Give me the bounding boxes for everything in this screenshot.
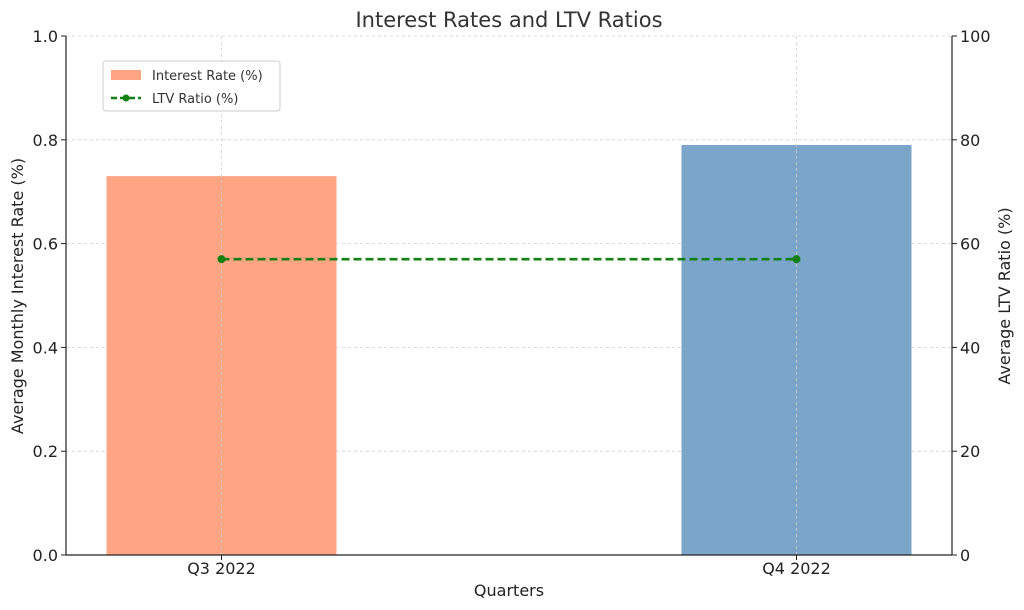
right-ticks: 0 20 40 60 80 100: [952, 27, 991, 565]
left-tick-label: 0.8: [33, 131, 58, 150]
right-tick-label: 60: [960, 235, 980, 254]
legend-box: [102, 60, 281, 112]
ltv-line-series: [217, 255, 801, 264]
legend-interest-rate-label: Interest Rate (%): [152, 69, 263, 84]
left-ticks: 0.0 0.2 0.4 0.6 0.8 1.0: [33, 27, 66, 565]
right-tick-label: 80: [960, 131, 980, 150]
legend-interest-rate-swatch: [111, 70, 141, 80]
x-tick-label: Q3 2022: [187, 559, 256, 578]
legend: Interest Rate (%) LTV Ratio (%): [102, 60, 281, 112]
legend-ltv-ratio-label: LTV Ratio (%): [152, 92, 238, 107]
chart-title: Interest Rates and LTV Ratios: [355, 8, 662, 32]
left-tick-label: 1.0: [33, 27, 58, 46]
legend-ltv-ratio-marker: [122, 94, 130, 102]
right-tick-label: 0: [960, 546, 970, 565]
y2-axis-title: Average LTV Ratio (%): [995, 207, 1014, 384]
right-tick-label: 40: [960, 338, 980, 357]
right-tick-label: 100: [960, 27, 991, 46]
bars: [106, 36, 912, 556]
right-tick-label: 20: [960, 442, 980, 461]
x-tick-label: Q4 2022: [762, 559, 831, 578]
left-tick-label: 0.6: [33, 235, 58, 254]
left-tick-label: 0.4: [33, 338, 58, 357]
left-tick-label: 0.2: [33, 442, 58, 461]
x-axis-title: Quarters: [474, 581, 544, 600]
left-tick-label: 0.0: [33, 546, 58, 565]
y-axis-title: Average Monthly Interest Rate (%): [8, 158, 27, 434]
ltv-ratio-point: [217, 255, 226, 264]
ltv-ratio-point: [792, 255, 801, 264]
bar-q3-2022: [106, 176, 337, 555]
x-ticks: Q3 2022 Q4 2022: [187, 555, 831, 578]
